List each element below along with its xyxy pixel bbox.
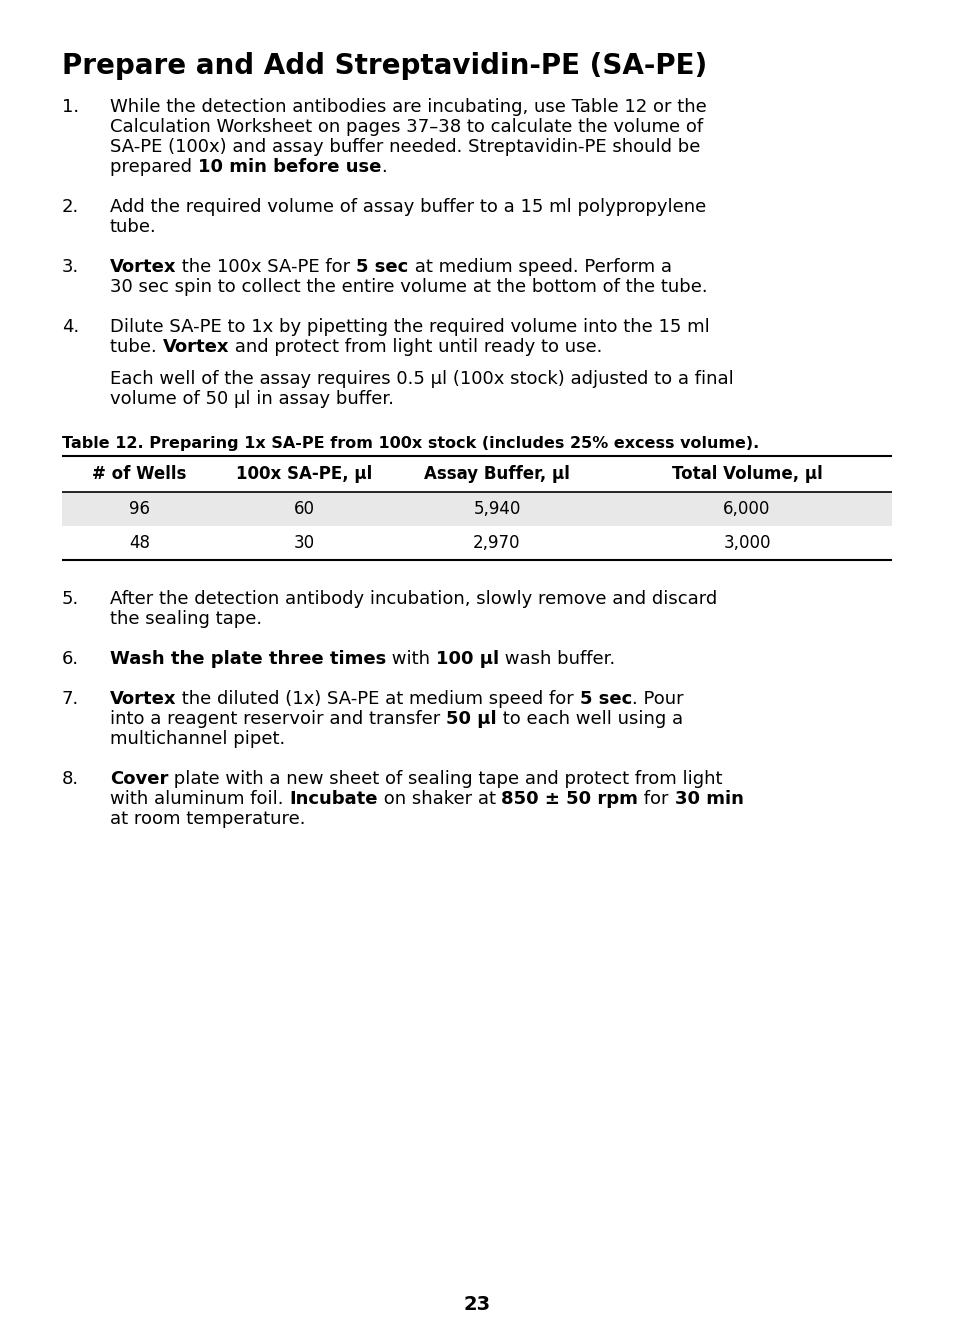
Text: 100 µl: 100 µl [436,651,498,668]
Text: 5.: 5. [62,591,79,608]
Text: 50 µl: 50 µl [446,709,497,728]
Text: 48: 48 [129,534,150,552]
Text: prepared: prepared [110,158,197,176]
Text: Add the required volume of assay buffer to a 15 ml polypropylene: Add the required volume of assay buffer … [110,198,705,216]
Text: Incubate: Incubate [289,790,377,808]
Text: . Pour: . Pour [632,689,683,708]
Text: 30 sec spin to collect the entire volume at the bottom of the tube.: 30 sec spin to collect the entire volume… [110,278,707,297]
Text: tube.: tube. [110,218,156,236]
Text: to each well using a: to each well using a [497,709,682,728]
Text: 2,970: 2,970 [473,534,520,552]
Text: 7.: 7. [62,689,79,708]
Text: with: with [386,651,436,668]
Text: 3.: 3. [62,258,79,277]
Text: and protect from light until ready to use.: and protect from light until ready to us… [229,338,601,355]
Text: volume of 50 µl in assay buffer.: volume of 50 µl in assay buffer. [110,390,394,407]
Text: the diluted (1x) SA-PE at medium speed for: the diluted (1x) SA-PE at medium speed f… [176,689,579,708]
Text: with aluminum foil.: with aluminum foil. [110,790,289,808]
Text: SA-PE (100x) and assay buffer needed. Streptavidin-PE should be: SA-PE (100x) and assay buffer needed. St… [110,138,700,156]
Text: Table 12. Preparing 1x SA-PE from 100x stock (includes 25% excess volume).: Table 12. Preparing 1x SA-PE from 100x s… [62,436,759,452]
Text: # of Wells: # of Wells [92,465,187,484]
Text: Dilute SA-PE to 1x by pipetting the required volume into the 15 ml: Dilute SA-PE to 1x by pipetting the requ… [110,318,709,335]
Text: 2.: 2. [62,198,79,216]
Text: the sealing tape.: the sealing tape. [110,611,262,628]
Text: While the detection antibodies are incubating, use Table 12 or the: While the detection antibodies are incub… [110,98,706,116]
Text: tube.: tube. [110,338,162,355]
Text: 96: 96 [129,500,150,518]
Text: into a reagent reservoir and transfer: into a reagent reservoir and transfer [110,709,446,728]
Text: wash buffer.: wash buffer. [498,651,615,668]
Text: 30: 30 [294,534,314,552]
Text: at room temperature.: at room temperature. [110,810,305,828]
Text: Prepare and Add Streptavidin-PE (SA-PE): Prepare and Add Streptavidin-PE (SA-PE) [62,52,706,80]
Text: 3,000: 3,000 [722,534,770,552]
Text: 60: 60 [294,500,314,518]
Text: 30 min: 30 min [674,790,742,808]
Text: Cover: Cover [110,770,168,788]
Text: 6,000: 6,000 [722,500,770,518]
Text: 5 sec: 5 sec [356,258,408,277]
Text: 1.: 1. [62,98,79,116]
Text: After the detection antibody incubation, slowly remove and discard: After the detection antibody incubation,… [110,591,717,608]
Text: 23: 23 [463,1295,490,1315]
Text: .: . [381,158,387,176]
Text: at medium speed. Perform a: at medium speed. Perform a [408,258,671,277]
Text: 850 ± 50 rpm: 850 ± 50 rpm [501,790,638,808]
Text: Vortex: Vortex [110,258,176,277]
Text: plate with a new sheet of sealing tape and protect from light: plate with a new sheet of sealing tape a… [168,770,722,788]
Text: 8.: 8. [62,770,79,788]
Text: Total Volume, µl: Total Volume, µl [671,465,821,484]
Text: Calculation Worksheet on pages 37–38 to calculate the volume of: Calculation Worksheet on pages 37–38 to … [110,118,702,136]
Text: for: for [638,790,674,808]
Text: the 100x SA-PE for: the 100x SA-PE for [176,258,356,277]
Text: Assay Buffer, µl: Assay Buffer, µl [424,465,569,484]
Text: 5 sec: 5 sec [579,689,632,708]
Text: 10 min before use: 10 min before use [197,158,381,176]
Bar [62,526,891,560]
Text: Each well of the assay requires 0.5 µl (100x stock) adjusted to a final: Each well of the assay requires 0.5 µl (… [110,370,733,387]
Text: 100x SA-PE, µl: 100x SA-PE, µl [236,465,373,484]
Bar [62,492,891,526]
Text: 5,940: 5,940 [473,500,520,518]
Text: Wash the plate three times: Wash the plate three times [110,651,386,668]
Text: on shaker at: on shaker at [377,790,501,808]
Text: Vortex: Vortex [162,338,229,355]
Text: multichannel pipet.: multichannel pipet. [110,729,285,748]
Text: 6.: 6. [62,651,79,668]
Text: 4.: 4. [62,318,79,335]
Text: Vortex: Vortex [110,689,176,708]
